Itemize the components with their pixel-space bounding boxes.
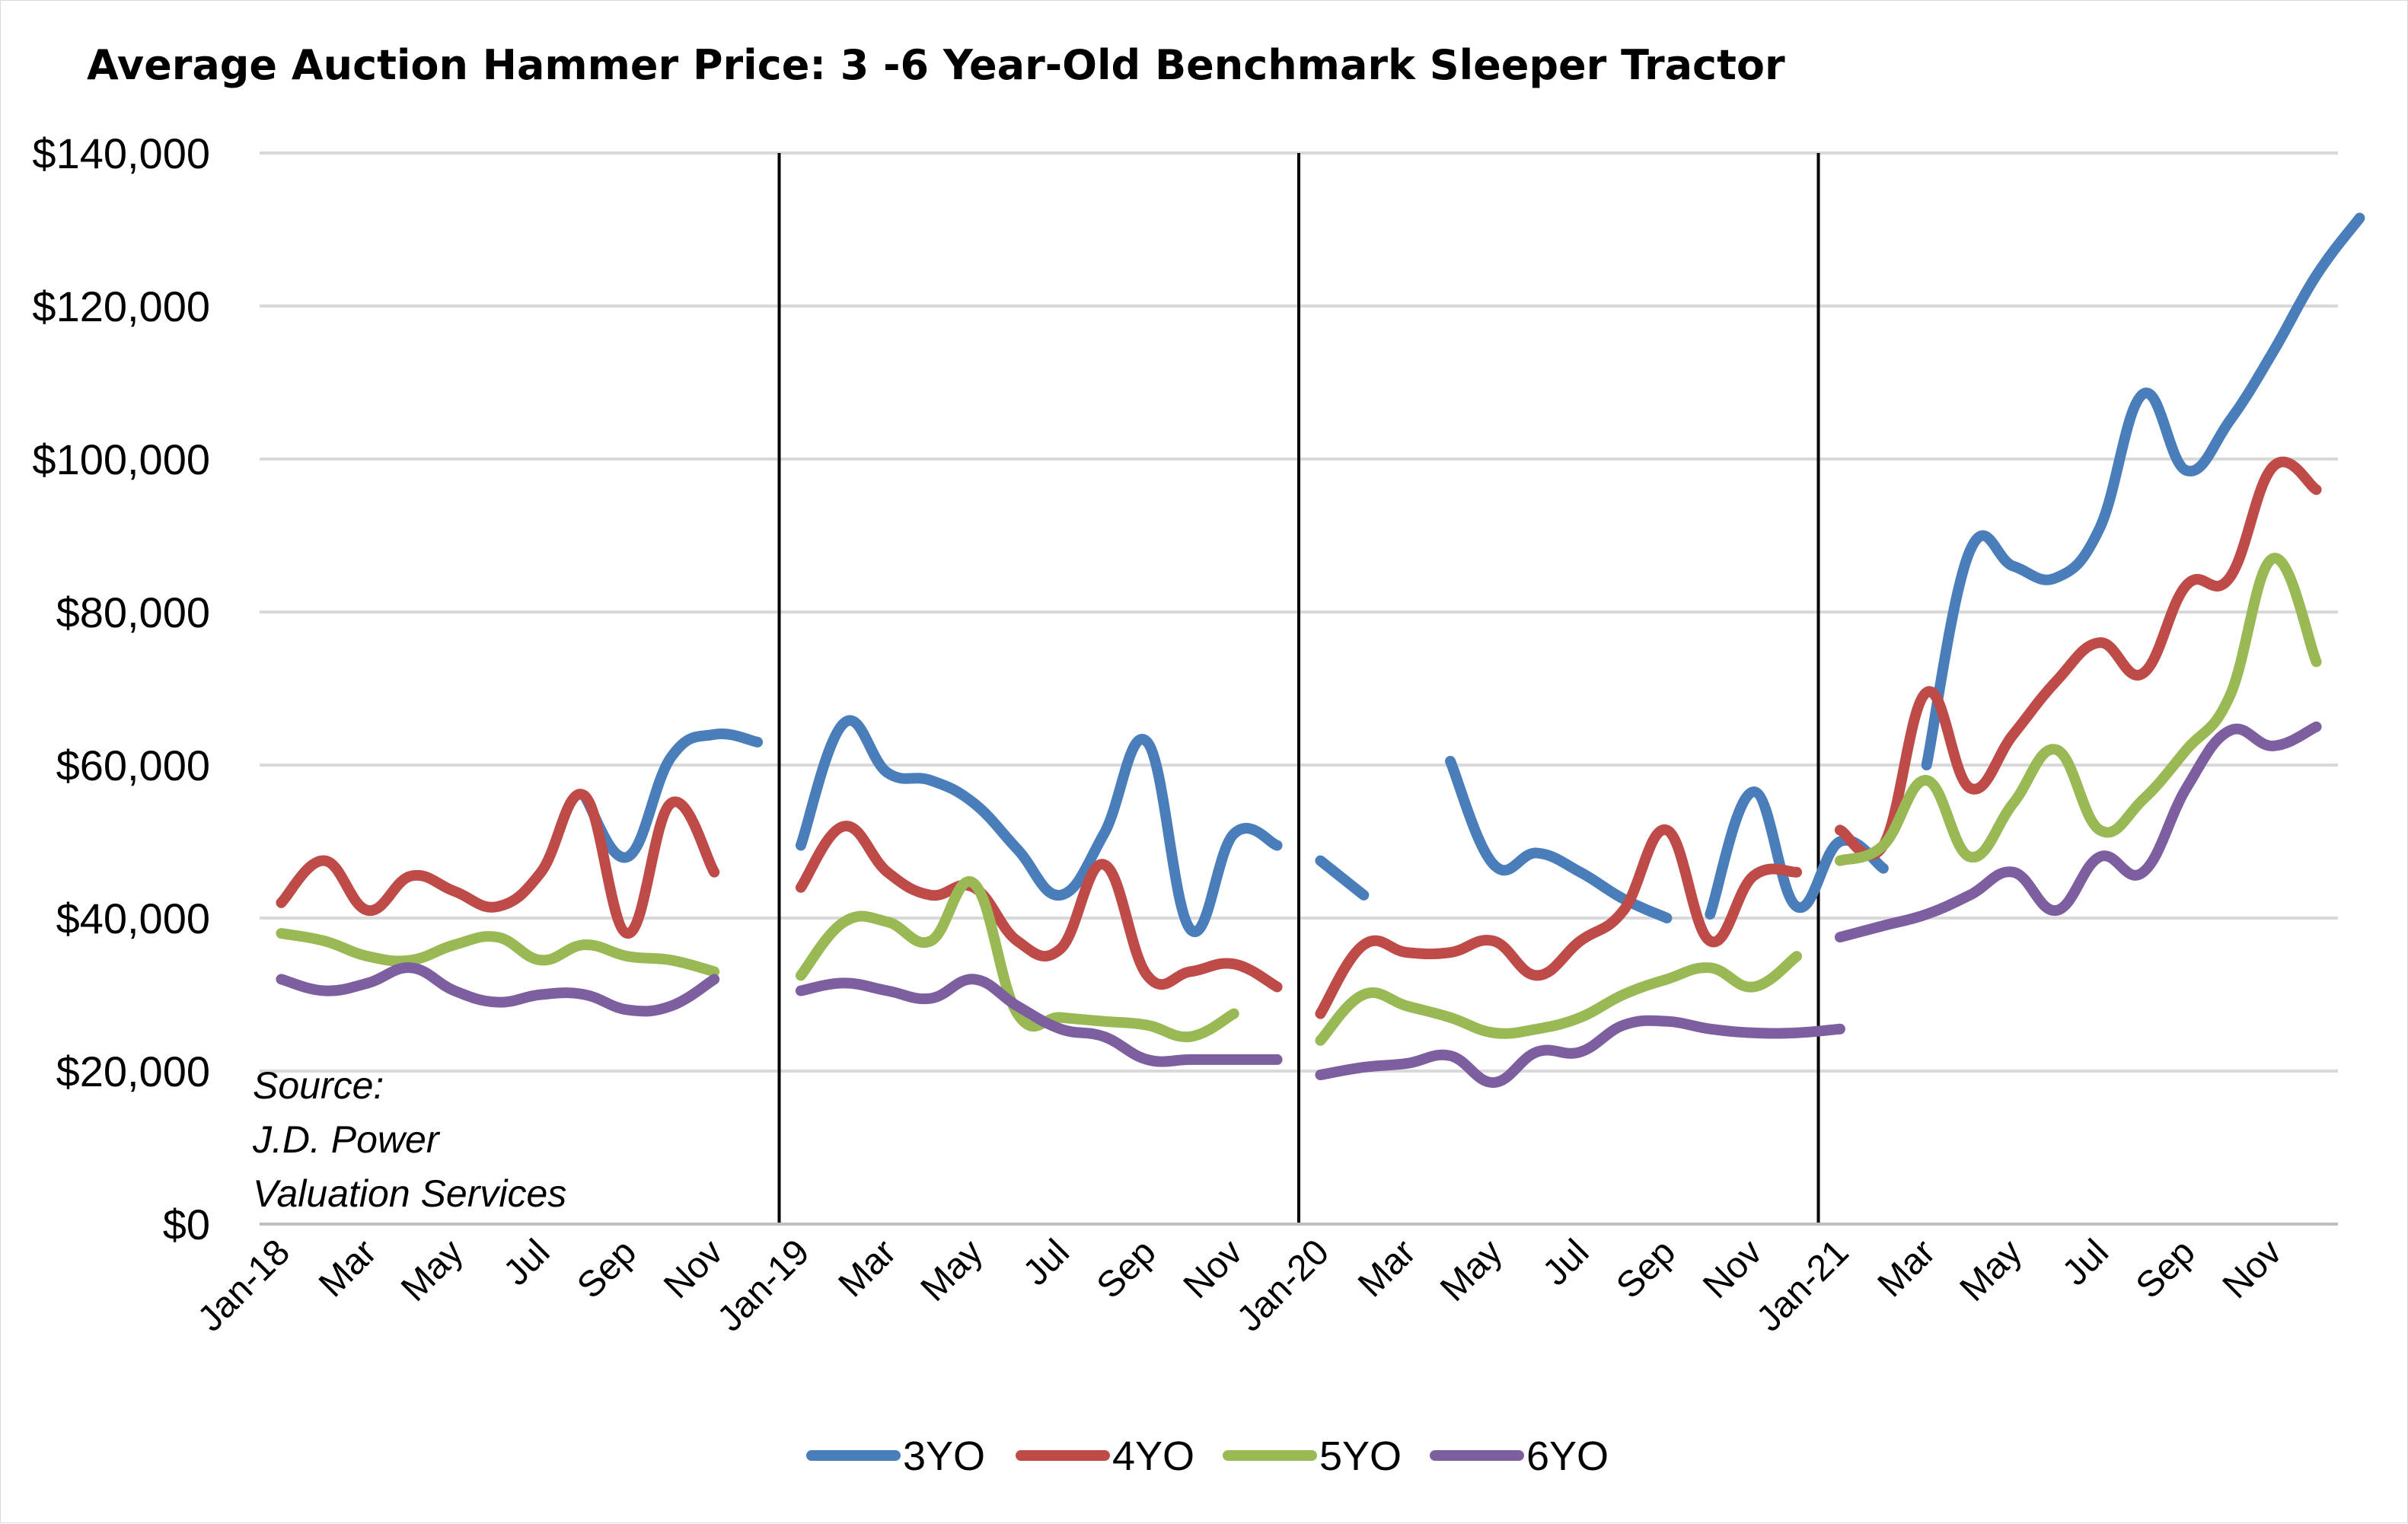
source-line-3: Valuation Services	[253, 1172, 566, 1215]
x-tick-label: Jul	[2055, 1232, 2116, 1293]
series-4yo	[276, 456, 2322, 1019]
source-line-1: Source:	[253, 1064, 384, 1107]
x-tick-label: Jul	[1536, 1232, 1597, 1293]
x-tick-label: May	[1953, 1232, 2030, 1309]
chart-title: Average Auction Hammer Price: 3 -6 Year-…	[87, 41, 1785, 89]
x-tick-label: Mar	[1351, 1232, 1424, 1305]
series-line-segment	[276, 928, 720, 977]
y-tick-label: $60,000	[56, 741, 210, 789]
series-line-segment	[1315, 824, 1803, 1019]
legend: 3YO 4YO 5YO 6YO	[806, 1433, 1609, 1479]
series-line-segment	[795, 974, 1283, 1067]
source-line-2: J.D. Power	[252, 1118, 441, 1161]
x-tick-label: Jul	[1016, 1232, 1077, 1293]
y-tick-label: $20,000	[56, 1047, 210, 1095]
series-line-segment	[795, 876, 1239, 1043]
legend-label: 3YO	[903, 1433, 985, 1479]
legend-label: 5YO	[1319, 1433, 1402, 1479]
series-line-segment	[795, 715, 1283, 938]
x-tick-label: Jan-20	[1230, 1232, 1337, 1339]
y-tick-label: $100,000	[32, 435, 210, 483]
x-tick-label: Sep	[1609, 1232, 1683, 1306]
series-line-segment	[1834, 456, 2322, 861]
series-line-segment	[1834, 721, 2322, 943]
x-tick-label: Nov	[1695, 1232, 1770, 1306]
series-line-segment	[1921, 212, 2365, 770]
series-line-segment	[1315, 1015, 1845, 1089]
x-tick-label: Jan-21	[1749, 1232, 1856, 1339]
x-tick-label: May	[394, 1232, 471, 1309]
series-5yo	[276, 553, 2322, 1046]
series-6yo	[276, 721, 2322, 1089]
x-tick-label: Sep	[569, 1232, 644, 1306]
series-line-segment	[795, 821, 1283, 993]
series-line-segment	[276, 962, 720, 1017]
y-tick-label: $80,000	[56, 588, 210, 636]
x-tick-label: Nov	[1176, 1232, 1251, 1306]
y-axis-ticks: $0 $20,000 $40,000 $60,000 $80,000 $100,000 $1…	[32, 129, 210, 1248]
x-tick-label: Mar	[831, 1232, 904, 1305]
series-lines	[276, 212, 2365, 1089]
x-tick-label: Mar	[1871, 1232, 1944, 1305]
series-line-segment	[1445, 755, 1673, 923]
x-tick-label: Jul	[496, 1232, 558, 1293]
y-tick-label: $120,000	[32, 282, 210, 330]
y-tick-label: $0	[163, 1200, 210, 1248]
series-line-segment	[276, 789, 720, 939]
x-tick-label: Nov	[2215, 1232, 2290, 1306]
x-tick-label: May	[914, 1232, 991, 1309]
series-line-segment	[1834, 553, 2322, 866]
year-dividers	[777, 153, 1820, 1224]
x-tick-label: Sep	[1089, 1232, 1164, 1306]
series-line-segment	[1315, 951, 1803, 1046]
y-tick-label: $40,000	[56, 894, 210, 942]
y-tick-label: $140,000	[32, 129, 210, 177]
x-tick-label: Nov	[656, 1232, 731, 1306]
x-tick-label: Jan-19	[710, 1232, 817, 1339]
source-note: Source: J.D. Power Valuation Services	[252, 1064, 566, 1215]
legend-label: 4YO	[1112, 1433, 1194, 1479]
x-tick-label: May	[1433, 1232, 1510, 1309]
x-tick-label: Sep	[2129, 1232, 2203, 1306]
series-line-segment	[579, 729, 764, 863]
legend-label: 6YO	[1526, 1433, 1609, 1479]
x-tick-label: Mar	[311, 1232, 384, 1305]
series-line-segment	[1315, 855, 1370, 901]
